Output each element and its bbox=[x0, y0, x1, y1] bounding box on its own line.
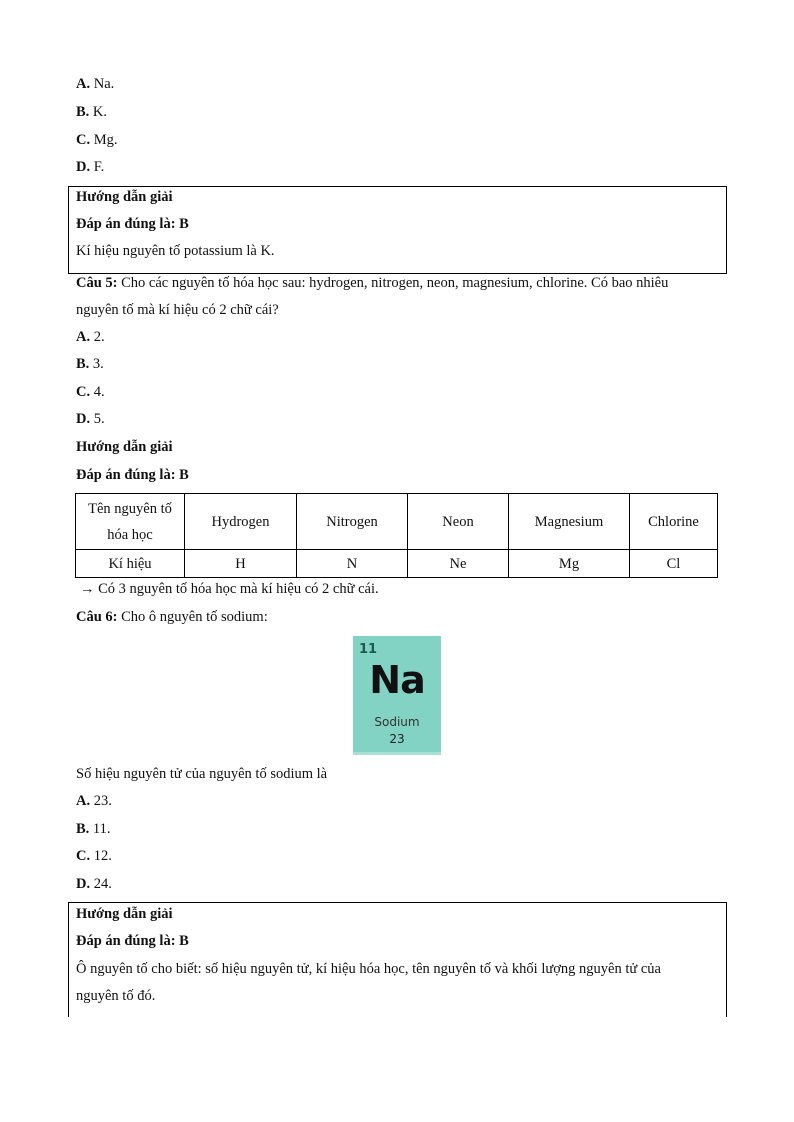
q5-question: Câu 5: Cho các nguyên tố hóa học sau: hy… bbox=[76, 275, 669, 291]
q4-option-c: C. Mg. bbox=[76, 132, 118, 148]
q5-option-b: B. 3. bbox=[76, 356, 104, 372]
atomic-mass: 23 bbox=[389, 732, 405, 746]
q5-conclusion: → Có 3 nguyên tố hóa học mà kí hiệu có 2… bbox=[80, 581, 379, 597]
q5-answer: Đáp án đúng là: B bbox=[76, 467, 189, 483]
q6-answer: Đáp án đúng là: B bbox=[76, 933, 189, 949]
q4-option-a: A. Na. bbox=[76, 76, 115, 92]
element-symbol-table: Tên nguyên tố hóa học Hydrogen Nitrogen … bbox=[75, 493, 718, 578]
table-cell: Ne bbox=[407, 549, 509, 578]
element-name: Sodium bbox=[374, 715, 420, 729]
table-row: Kí hiệu H N Ne Mg Cl bbox=[75, 549, 718, 578]
q5-option-c: C. 4. bbox=[76, 384, 105, 400]
table-cell: Hydrogen bbox=[184, 493, 297, 550]
q6-question: Câu 6: Cho ô nguyên tố sodium: bbox=[76, 609, 268, 625]
q4-answer: Đáp án đúng là: B bbox=[76, 216, 189, 232]
q4-solution-heading: Hướng dẫn giải bbox=[76, 189, 173, 205]
table-cell: H bbox=[184, 549, 297, 578]
table-cell: Neon bbox=[407, 493, 509, 550]
q4-option-d: D. F. bbox=[76, 159, 105, 175]
q6-solution-box bbox=[68, 902, 727, 1017]
q4-option-b: B. K. bbox=[76, 104, 108, 120]
q4-solution-box bbox=[68, 186, 727, 274]
table-cell: Tên nguyên tố hóa học bbox=[75, 493, 185, 550]
q4-explanation: Kí hiệu nguyên tố potassium là K. bbox=[76, 243, 275, 259]
q6-option-a: A. 23. bbox=[76, 793, 112, 809]
sodium-element-tile: 11 Na Sodium 23 bbox=[353, 636, 441, 755]
table-cell: Mg bbox=[508, 549, 630, 578]
q5-option-d: D. 5. bbox=[76, 411, 105, 427]
q6-explanation: Ô nguyên tố cho biết: số hiệu nguyên tử,… bbox=[76, 961, 661, 977]
table-cell: Chlorine bbox=[629, 493, 718, 550]
q6-option-c: C. 12. bbox=[76, 848, 112, 864]
table-cell: N bbox=[296, 549, 408, 578]
q6-option-d: D. 24. bbox=[76, 876, 112, 892]
q6-solution-heading: Hướng dẫn giải bbox=[76, 906, 173, 922]
q5-question-cont: nguyên tố mà kí hiệu có 2 chữ cái? bbox=[76, 302, 279, 318]
table-cell: Cl bbox=[629, 549, 718, 578]
q6-option-b: B. 11. bbox=[76, 821, 111, 837]
q6-explanation-cont: nguyên tố đó. bbox=[76, 988, 156, 1004]
table-cell: Nitrogen bbox=[296, 493, 408, 550]
atomic-number: 11 bbox=[359, 642, 378, 657]
q5-solution-heading: Hướng dẫn giải bbox=[76, 439, 173, 455]
table-cell: Magnesium bbox=[508, 493, 630, 550]
table-header-row: Tên nguyên tố hóa học Hydrogen Nitrogen … bbox=[75, 493, 718, 550]
table-cell: Kí hiệu bbox=[75, 549, 185, 578]
q6-prompt: Số hiệu nguyên tử của nguyên tố sodium l… bbox=[76, 766, 328, 782]
element-symbol: Na bbox=[369, 658, 425, 702]
q5-option-a: A. 2. bbox=[76, 329, 105, 345]
